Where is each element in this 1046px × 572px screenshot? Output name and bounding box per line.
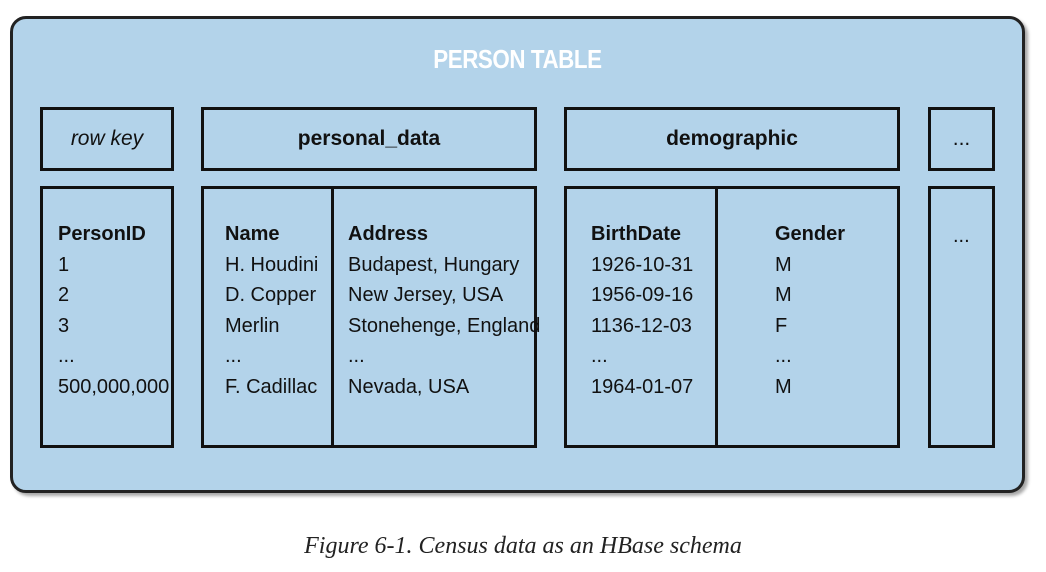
cell: M: [775, 253, 792, 276]
name-column: Name H. Houdini D. Copper Merlin ... F. …: [225, 219, 318, 402]
cell: F. Cadillac: [225, 375, 318, 398]
address-column: Address Budapest, Hungary New Jersey, US…: [348, 219, 540, 402]
column-divider: [331, 189, 334, 445]
row-key-header: row key: [40, 107, 174, 171]
cell: 1964-01-07: [591, 375, 694, 398]
more-columns-ellipsis: ...: [953, 225, 970, 247]
cell: Nevada, USA: [348, 375, 470, 398]
cell: ...: [348, 345, 365, 367]
column-header: BirthDate: [591, 223, 682, 245]
more-families-header: ...: [928, 107, 995, 171]
column-header: Address: [348, 223, 429, 245]
cell: Merlin: [225, 314, 280, 337]
column-header: Gender: [775, 223, 846, 245]
cell: ...: [591, 345, 608, 367]
personal-data-family: Name H. Houdini D. Copper Merlin ... F. …: [201, 186, 540, 448]
cell: D. Copper: [225, 284, 317, 306]
cell: 2: [58, 284, 70, 306]
column-header: Name: [225, 223, 280, 245]
column-header: PersonID: [58, 223, 146, 245]
column-divider: [715, 189, 718, 445]
cell: H. Houdini: [225, 253, 319, 276]
cell: ...: [225, 345, 242, 367]
table-title: PERSON TABLE: [433, 44, 602, 74]
demographic-family: BirthDate 1926-10-31 1956-09-16 1136-12-…: [564, 186, 900, 448]
cell: ...: [58, 345, 75, 367]
row-key-column: PersonID 1 2 3 ... 500,000,000: [40, 186, 174, 448]
gender-column: Gender M M F ... M: [775, 219, 845, 402]
cell: F: [775, 314, 788, 337]
cell: 500,000,000: [58, 375, 170, 398]
cell: M: [775, 284, 792, 306]
cell: Budapest, Hungary: [348, 253, 520, 276]
birth-date-column: BirthDate 1926-10-31 1956-09-16 1136-12-…: [591, 219, 693, 402]
personal-data-header: personal_data: [201, 107, 537, 171]
cell: M: [775, 375, 792, 398]
figure-caption: Figure 6-1. Census data as an HBase sche…: [304, 533, 742, 559]
cell: 1926-10-31: [591, 253, 694, 276]
cell: 1956-09-16: [591, 284, 694, 306]
cell: Stonehenge, England: [348, 314, 541, 337]
more-families-column: ...: [928, 186, 995, 448]
cell: ...: [775, 345, 792, 367]
cell: 3: [58, 314, 70, 337]
person-id-column: PersonID 1 2 3 ... 500,000,000: [58, 219, 169, 402]
demographic-header: demographic: [564, 107, 900, 171]
cell: New Jersey, USA: [348, 284, 504, 306]
cell: 1136-12-03: [591, 314, 692, 337]
cell: 1: [58, 253, 70, 276]
